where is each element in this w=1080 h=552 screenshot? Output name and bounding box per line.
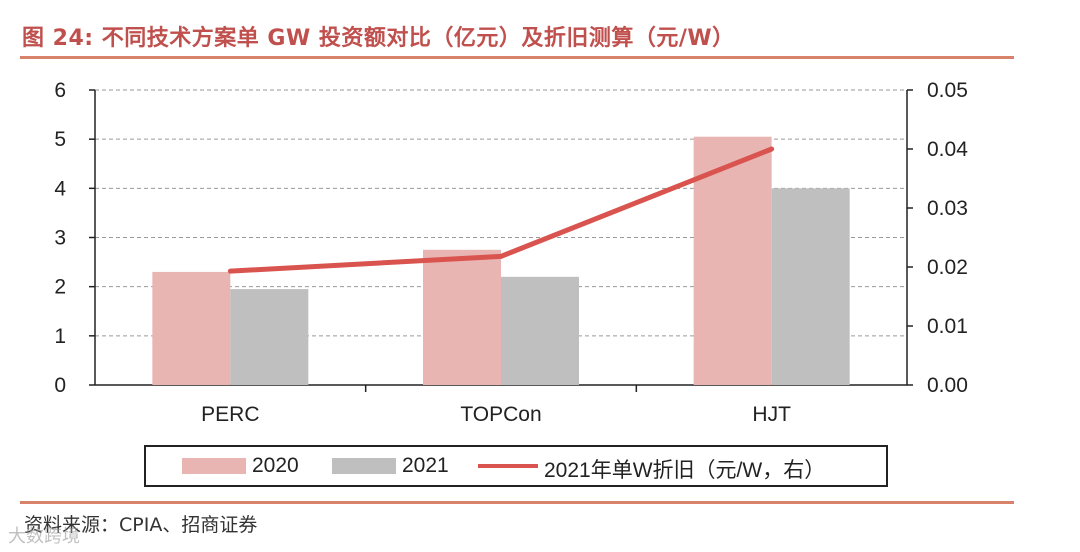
source-note: 资料来源：CPIA、招商证券 <box>24 514 258 536</box>
y-left-tick-label: 3 <box>54 227 66 250</box>
y-left-tick-label: 0 <box>54 374 66 397</box>
y-left-tick-label: 1 <box>54 325 66 348</box>
bar-2020 <box>152 271 231 385</box>
y-right-tick-label: 0.03 <box>927 197 968 220</box>
y-right-tick-label: 0.02 <box>927 256 968 279</box>
y-left-tick-label: 4 <box>54 177 66 200</box>
watermark: 大数跨境 <box>8 526 80 547</box>
legend-swatch-depreciation <box>478 464 538 468</box>
y-left-tick-label: 6 <box>54 79 66 102</box>
legend-swatch-2021 <box>332 458 396 474</box>
bar-2020 <box>423 249 501 385</box>
chart-legend: 2020 2021 2021年单W折旧（元/W，右） <box>144 445 888 487</box>
legend-label-2020: 2020 <box>252 454 299 477</box>
legend-label-depreciation: 2021年单W折旧（元/W，右） <box>544 459 826 482</box>
bar-2020 <box>693 136 772 385</box>
y-left-tick-label: 5 <box>54 128 66 151</box>
legend-label-2021: 2021 <box>402 454 449 477</box>
y-right-tick-label: 0.04 <box>927 138 968 161</box>
legend-swatch-2020 <box>182 458 246 474</box>
y-right-tick-label: 0.00 <box>927 374 968 397</box>
y-right-tick-label: 0.01 <box>927 315 968 338</box>
footer-divider <box>20 501 1014 504</box>
x-tick-label: HJT <box>752 403 791 426</box>
y-right-tick-label: 0.05 <box>927 79 968 102</box>
bar-2021 <box>771 188 850 385</box>
title-divider <box>20 56 1014 59</box>
chart-title: 图 24: 不同技术方案单 GW 投资额对比（亿元）及折旧测算（元/W） <box>22 26 735 51</box>
y-left-tick-label: 2 <box>54 276 66 299</box>
bar-2021 <box>230 289 309 385</box>
x-tick-label: PERC <box>201 403 259 426</box>
bar-2021 <box>501 276 579 385</box>
x-tick-label: TOPCon <box>460 403 541 426</box>
chart-area: 0 1 2 3 4 5 6 0.00 0.01 0.02 0.03 0.04 0.05 PERC TOPCo… <box>54 79 968 426</box>
